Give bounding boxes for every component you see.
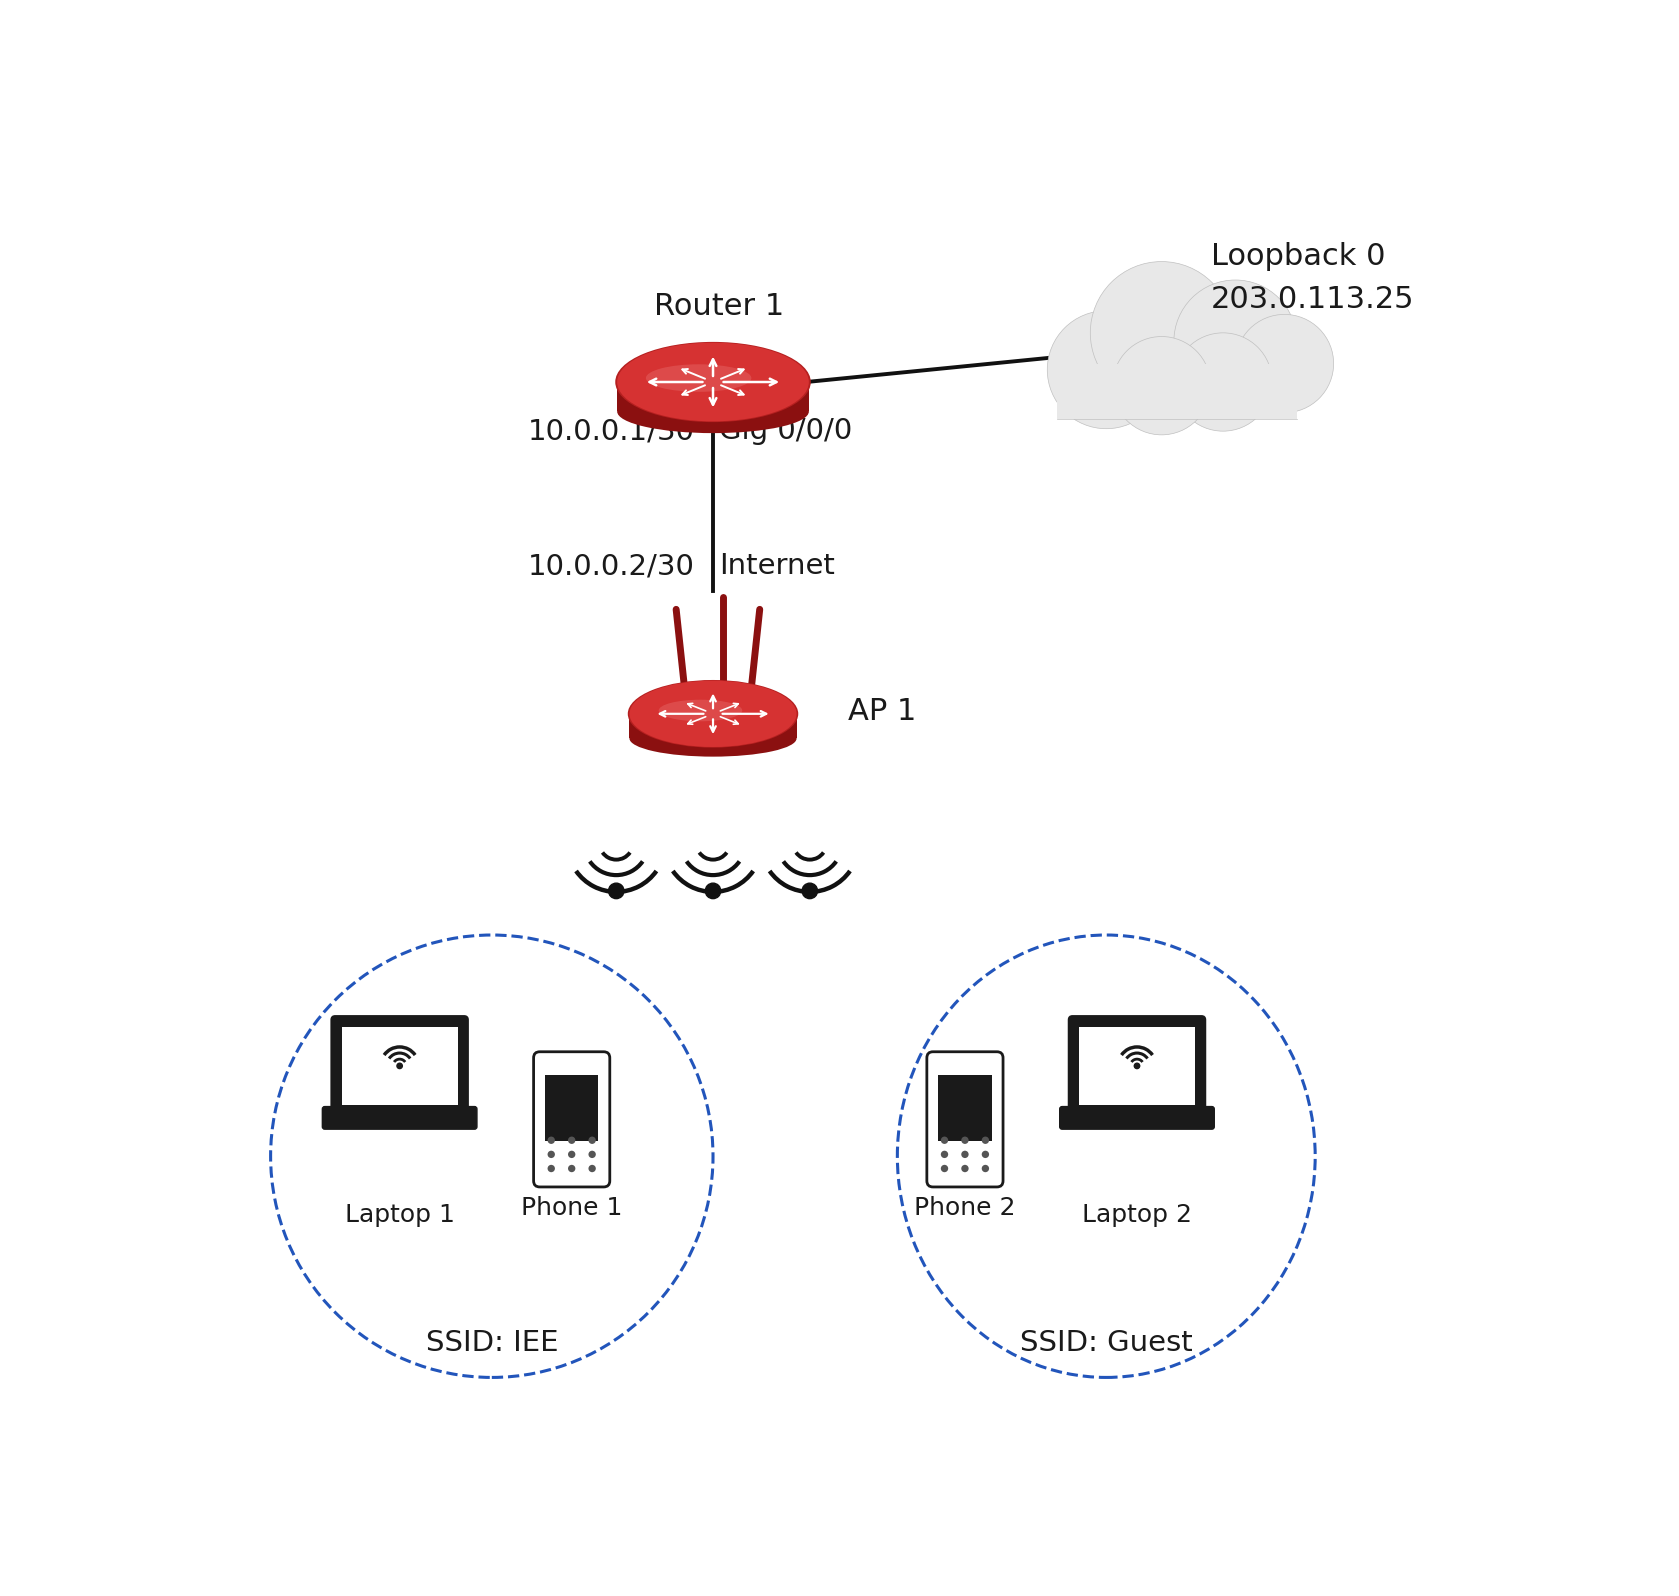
Ellipse shape <box>646 364 752 393</box>
Text: Internet: Internet <box>719 552 834 581</box>
Circle shape <box>982 1151 989 1159</box>
Text: Router 1: Router 1 <box>655 292 784 321</box>
FancyBboxPatch shape <box>341 1026 458 1104</box>
Circle shape <box>1090 262 1232 404</box>
FancyBboxPatch shape <box>322 1106 477 1130</box>
Ellipse shape <box>618 389 809 433</box>
Ellipse shape <box>630 680 796 747</box>
Ellipse shape <box>618 343 809 421</box>
Circle shape <box>982 1165 989 1171</box>
Polygon shape <box>618 381 809 412</box>
Circle shape <box>803 883 818 899</box>
Circle shape <box>705 883 720 899</box>
Circle shape <box>962 1165 969 1171</box>
Circle shape <box>940 1151 949 1159</box>
Circle shape <box>588 1151 596 1159</box>
FancyBboxPatch shape <box>546 1076 598 1141</box>
Circle shape <box>962 1136 969 1144</box>
Text: SSID: Guest: SSID: Guest <box>1019 1329 1192 1357</box>
Circle shape <box>940 1136 949 1144</box>
Ellipse shape <box>628 680 798 747</box>
FancyBboxPatch shape <box>534 1052 609 1187</box>
Circle shape <box>940 1165 949 1171</box>
Circle shape <box>1048 311 1165 429</box>
Circle shape <box>1174 279 1296 402</box>
Circle shape <box>568 1165 576 1171</box>
Text: Gig 0/0/0: Gig 0/0/0 <box>719 417 853 445</box>
FancyBboxPatch shape <box>927 1052 1002 1187</box>
Circle shape <box>962 1151 969 1159</box>
Text: 10.0.0.1/30: 10.0.0.1/30 <box>527 417 695 445</box>
Text: Loopback 0: Loopback 0 <box>1211 243 1385 271</box>
FancyBboxPatch shape <box>1070 1017 1206 1116</box>
Circle shape <box>588 1136 596 1144</box>
Circle shape <box>547 1165 556 1171</box>
Circle shape <box>982 1136 989 1144</box>
Text: Phone 1: Phone 1 <box>520 1195 623 1219</box>
Text: Phone 2: Phone 2 <box>913 1195 1016 1219</box>
Ellipse shape <box>658 699 742 721</box>
FancyBboxPatch shape <box>331 1017 468 1116</box>
Circle shape <box>1236 314 1333 413</box>
Text: 203.0.113.25: 203.0.113.25 <box>1211 286 1414 314</box>
Circle shape <box>1174 334 1273 431</box>
Text: 10.0.0.2/30: 10.0.0.2/30 <box>527 552 695 581</box>
Circle shape <box>568 1151 576 1159</box>
Circle shape <box>1113 337 1211 434</box>
Circle shape <box>568 1136 576 1144</box>
FancyBboxPatch shape <box>1058 364 1296 418</box>
FancyBboxPatch shape <box>1080 1026 1195 1104</box>
Circle shape <box>608 883 625 899</box>
Text: SSID: IEE: SSID: IEE <box>425 1329 557 1357</box>
Ellipse shape <box>630 720 796 757</box>
Circle shape <box>547 1151 556 1159</box>
Text: Laptop 1: Laptop 1 <box>344 1203 455 1227</box>
Polygon shape <box>630 713 796 739</box>
FancyBboxPatch shape <box>1059 1106 1214 1130</box>
Circle shape <box>396 1063 403 1069</box>
Circle shape <box>588 1165 596 1171</box>
Ellipse shape <box>615 342 811 421</box>
Text: AP 1: AP 1 <box>848 697 917 726</box>
Text: Laptop 2: Laptop 2 <box>1081 1203 1192 1227</box>
FancyBboxPatch shape <box>939 1076 992 1141</box>
Circle shape <box>1135 1063 1140 1069</box>
Circle shape <box>547 1136 556 1144</box>
